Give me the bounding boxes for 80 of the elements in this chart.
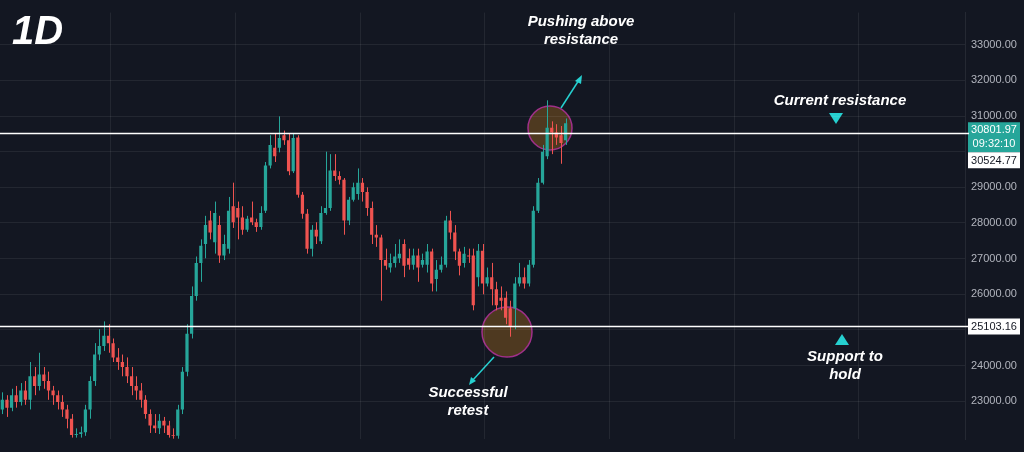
text: 30801.97 09:32:10: [971, 123, 1017, 150]
candlestick: [236, 201, 240, 240]
candlestick: [559, 125, 563, 165]
candlestick: [360, 177, 365, 203]
candlestick: [259, 205, 263, 231]
ref-line-label: 30524.77: [971, 153, 1017, 166]
candlestick: [323, 151, 328, 216]
candlestick: [208, 210, 212, 240]
candlestick: [74, 427, 78, 439]
candlestick: [425, 243, 429, 274]
candlestick: [134, 375, 138, 401]
candlestick: [522, 267, 526, 290]
y-tick-label: 23000.00: [971, 394, 1017, 407]
annotation: Successful retest: [427, 383, 509, 419]
candlestick: [111, 337, 115, 363]
candlestick: [102, 320, 106, 352]
candlestick: [457, 248, 462, 276]
candlestick: [148, 408, 152, 434]
candlestick: [277, 115, 281, 153]
candlestick: [69, 413, 74, 439]
candlestick: [23, 380, 28, 406]
candlestick: [434, 259, 438, 292]
candlestick: [393, 243, 397, 269]
candlestick: [143, 394, 148, 420]
y-tick-label: 33000.00: [971, 37, 1017, 50]
candlestick: [517, 262, 522, 287]
candlestick: [485, 267, 489, 287]
candlestick: [240, 205, 245, 236]
candlestick: [199, 238, 203, 283]
candlestick: [374, 224, 378, 248]
candlestick: [416, 248, 420, 283]
candlestick: [462, 246, 466, 269]
candlestick: [379, 234, 383, 302]
candlestick: [129, 366, 134, 396]
candlestick: [56, 390, 60, 410]
y-tick-label: 28000.00: [971, 216, 1017, 228]
candlestick: [527, 259, 531, 287]
candlestick: [51, 385, 55, 406]
y-tick-label: 27000.00: [971, 251, 1017, 264]
candlestick: [268, 134, 272, 169]
candlestick: [65, 404, 69, 429]
candlestick: [310, 224, 314, 257]
candlestick: [411, 248, 415, 271]
candlestick: [346, 196, 351, 226]
candlestick: [448, 210, 452, 240]
y-tick-label: 31000.00: [971, 109, 1017, 122]
y-tick-label: 29000.00: [971, 180, 1017, 193]
candlestick: [28, 361, 32, 410]
y-tick-label: 32000.00: [971, 73, 1017, 86]
candlestick: [203, 215, 208, 259]
candlestick: [383, 248, 388, 271]
candlestick: [139, 382, 143, 409]
candlestick: [97, 328, 101, 361]
candlestick: [314, 221, 318, 245]
candlestick: [116, 347, 120, 371]
annotation: Current resistance: [772, 91, 908, 109]
candlestick: [171, 427, 175, 440]
candlestick: [120, 354, 124, 377]
candlestick: [46, 371, 51, 401]
y-tick-label: 24000.00: [971, 358, 1017, 371]
chart-title: 1D: [12, 8, 64, 52]
candlestick: [490, 262, 494, 306]
candlestick: [503, 290, 508, 325]
candlestick: [388, 253, 392, 274]
candlestick: [5, 394, 9, 418]
ref-line-label: 25103.16: [971, 320, 1017, 333]
candlestick: [9, 388, 14, 412]
candlestick: [231, 182, 235, 229]
candlestick: [365, 186, 369, 217]
y-tick-label: 26000.00: [971, 287, 1017, 300]
candlestick: [467, 248, 471, 264]
annotation: Pushing above resistance: [526, 12, 636, 48]
candlestick: [33, 366, 37, 396]
candlestick: [351, 182, 355, 203]
candlestick: [14, 385, 18, 409]
candlestick: [125, 356, 129, 384]
candlestick: [300, 191, 305, 220]
candlestick: [402, 238, 406, 278]
candlestick: [153, 413, 157, 434]
annotation: Support to hold: [806, 347, 884, 383]
